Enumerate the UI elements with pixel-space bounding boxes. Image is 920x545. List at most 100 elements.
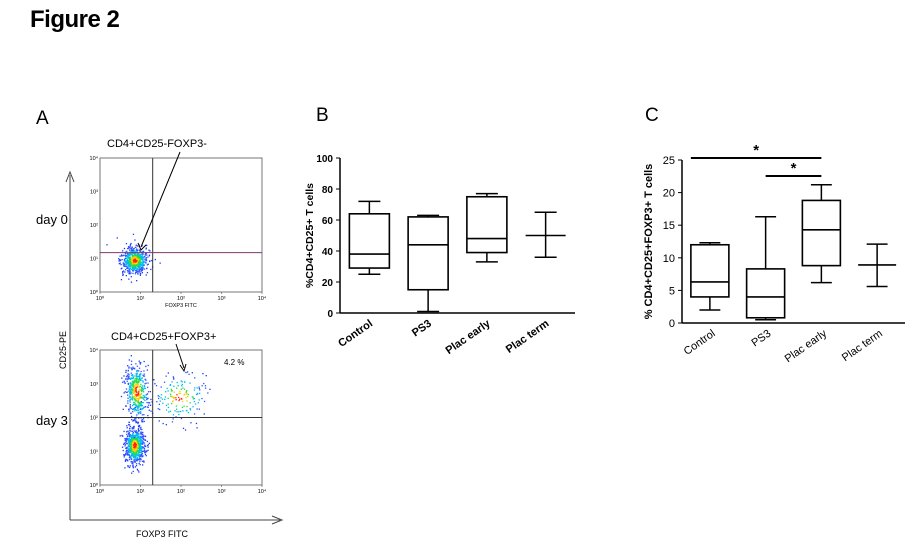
panel-a-day3-event-dot <box>135 380 137 382</box>
panel-a-day3-event-dot <box>176 394 178 396</box>
panel-a-day3-event-dot <box>139 453 141 455</box>
panel-a-day3-event-dot <box>138 402 141 404</box>
panel-a-day0-event-dot <box>133 262 135 264</box>
panel-a-day3-event-dot <box>185 391 187 393</box>
panel-a-day3-event-dot <box>138 391 141 393</box>
panel-a-day3-event-dot <box>192 396 194 398</box>
panel-a-day0-event-dot <box>138 270 140 272</box>
panel-a-day3-event-dot <box>167 397 169 399</box>
panel-a-day3-x-tick-label: 10² <box>177 489 185 495</box>
panel-a-day0-event-dot <box>135 254 137 256</box>
panel-a-day3-event-dot <box>139 448 141 450</box>
panel-a-day0-event-dot <box>142 261 145 263</box>
panel-a-day0-event-dot <box>124 253 127 255</box>
panel-a-day0-event-dot <box>135 271 137 274</box>
panel-a-day0-event-dot <box>119 260 121 262</box>
panel-a-day3-event-dot <box>130 383 132 385</box>
panel-a-day0-event-dot <box>136 245 138 247</box>
panel-a-day3-event-dot <box>140 447 142 449</box>
panel-a-day0-event-dot <box>125 255 127 257</box>
panel-a-day0-event-dot <box>138 252 140 255</box>
panel-a-day3-event-dot <box>139 442 142 444</box>
panel-a-day3-event-dot <box>127 365 129 367</box>
panel-a-day3-event-dot <box>136 421 138 423</box>
panel-a-day3-event-dot <box>134 391 136 393</box>
panel-a-day3-event-dot <box>134 410 136 412</box>
panel-a-day3-event-dot <box>137 403 139 405</box>
panel-a-day3-event-dot <box>143 360 145 363</box>
panel-a-day3-event-dot <box>136 436 139 439</box>
panel-a-day0-event-dot <box>143 256 145 258</box>
panel-a-day0-event-dot <box>129 249 131 251</box>
panel-a-day3-x-tick-label: 10¹ <box>137 489 145 495</box>
panel-a-day3-event-dot <box>141 439 143 442</box>
panel-a-day3-event-dot <box>135 421 137 424</box>
panel-a-day3-event-dot <box>121 446 124 448</box>
panel-a-day0-event-dot <box>138 256 141 258</box>
panel-a-day3-event-dot <box>136 405 138 407</box>
panel-a-day3-event-dot <box>128 424 131 426</box>
panel-a-day3-event-dot <box>130 445 132 448</box>
panel-a-day3-event-dot <box>174 396 176 399</box>
panel-a-day3-event-dot <box>140 407 142 409</box>
panel-a-day3-event-dot <box>140 431 142 433</box>
panel-a-day3-event-dot <box>194 377 196 379</box>
panel-a-day3-event-dot <box>126 453 128 455</box>
panel-a-day0-event-dot <box>139 261 141 263</box>
panel-a-day3-event-dot <box>164 398 166 400</box>
panel-a-day3-event-dot <box>138 406 140 408</box>
panel-a-day3-event-dot <box>125 442 128 445</box>
panel-a-day3-event-dot <box>137 393 139 395</box>
panel-a-day3-event-dot <box>133 445 136 448</box>
panel-a-day3-event-dot <box>132 453 134 455</box>
panel-a-day3-event-dot <box>126 425 128 427</box>
panel-a-day3-event-dot <box>185 371 187 374</box>
panel-a-day3-event-dot <box>180 380 182 382</box>
panel-a-day0-event-dot <box>136 256 138 258</box>
panel-a-day3-event-dot <box>132 408 134 410</box>
panel-a-day3-event-dot <box>142 434 144 436</box>
panel-a-day3-event-dot <box>125 378 127 380</box>
panel-a-day3-event-dot <box>145 365 147 368</box>
panel-a-day3-event-dot <box>178 399 180 402</box>
panel-a-day3-event-dot <box>135 463 138 465</box>
panel-a-day0-event-dot <box>134 266 136 269</box>
panel-a-day0-event-dot <box>128 270 130 272</box>
panel-a-day3-event-dot <box>141 440 144 442</box>
panel-a-day3-event-dot <box>131 373 134 376</box>
panel-a-day3-event-dot <box>175 405 178 407</box>
panel-a-day0-event-dot <box>131 253 133 255</box>
panel-a-day3-event-dot <box>128 424 130 426</box>
panel-a-day3-event-dot <box>183 393 186 395</box>
panel-a-day0-event-dot <box>127 271 129 273</box>
panel-a-day3-event-dot <box>142 450 144 453</box>
panel-a-day3-event-dot <box>128 388 130 390</box>
panel-a-day0-event-dot <box>134 256 137 259</box>
panel-a-day3-event-dot <box>146 398 148 401</box>
panel-a-day0-event-dot <box>128 271 131 273</box>
panel-a-day0-event-dot <box>136 269 138 272</box>
panel-a-day0-event-dot <box>129 270 131 272</box>
panel-a-day3-event-dot <box>185 397 187 399</box>
panel-c-category-label: Plac early <box>783 327 830 365</box>
panel-a-day0-event-dot <box>130 242 132 245</box>
panel-a-day0-y-tick-label: 10⁰ <box>90 289 99 296</box>
panel-a-day3-event-dot <box>132 385 134 387</box>
panel-a-day3-event-dot <box>129 398 131 400</box>
panel-a-day3-event-dot <box>119 435 121 437</box>
panel-a-day3-event-dot <box>145 451 147 453</box>
panel-a-day3-event-dot <box>134 379 136 381</box>
panel-a-day3-event-dot <box>194 387 196 389</box>
panel-a-day0-event-dot <box>133 259 136 261</box>
panel-a-day3-event-dot <box>136 380 138 382</box>
panel-a-day3-event-dot <box>133 457 135 459</box>
panel-a-day3-event-dot <box>138 430 140 432</box>
panel-a-day3-event-dot <box>146 393 149 395</box>
panel-a-day3-event-dot <box>126 427 128 429</box>
panel-a-day0-event-dot <box>122 270 125 272</box>
panel-a-day3-event-dot <box>165 404 168 406</box>
panel-a-day0-event-dot <box>135 266 137 268</box>
panel-c-significance-star: * <box>753 142 759 159</box>
panel-a-day0-event-dot <box>128 267 131 270</box>
panel-a-day3-event-dot <box>135 387 137 389</box>
